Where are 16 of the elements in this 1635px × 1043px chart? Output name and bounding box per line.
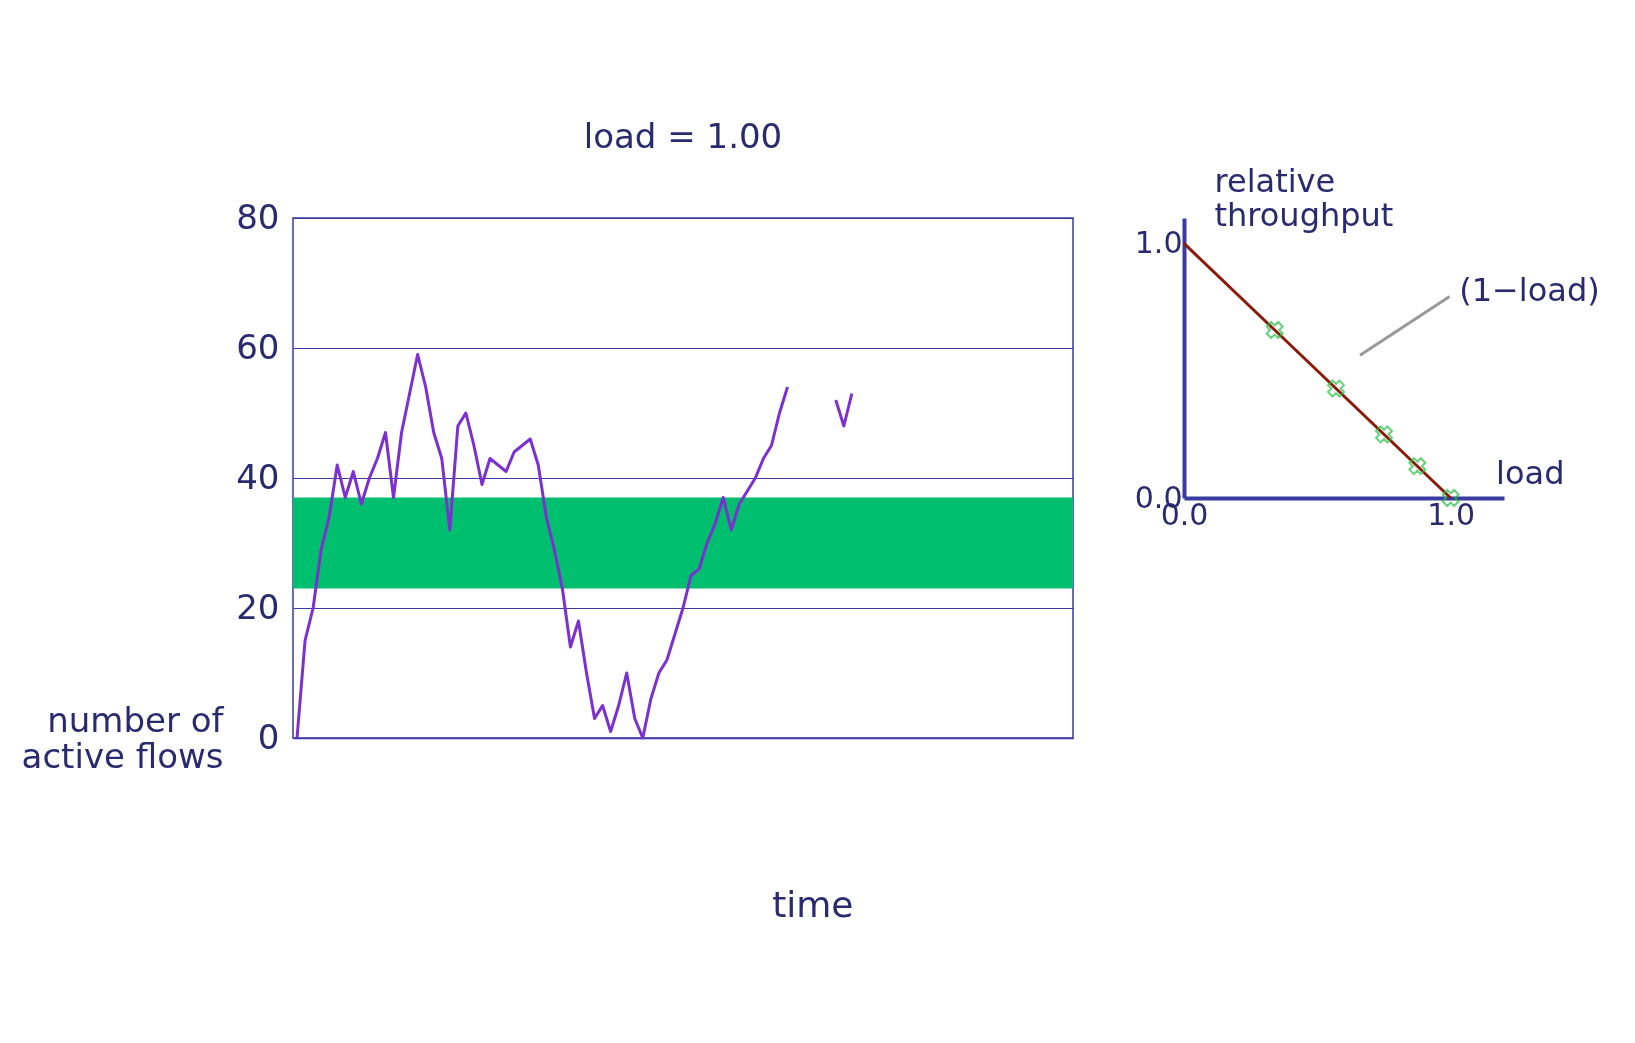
y-tick-label: 80 xyxy=(236,196,280,237)
y-axis-title: relative throughput xyxy=(1214,161,1394,234)
y-tick-label: 20 xyxy=(236,586,280,627)
point xyxy=(1375,425,1393,444)
point xyxy=(1327,379,1345,398)
y-axis-title: number of active flows xyxy=(21,699,225,776)
x-axis-title: time xyxy=(772,883,854,925)
point xyxy=(1408,457,1427,476)
annotation: (1−load) xyxy=(1459,270,1600,309)
point xyxy=(1265,321,1284,339)
y-tick-label: 60 xyxy=(236,326,280,367)
x-axis-title: load xyxy=(1496,453,1565,492)
line-series xyxy=(295,353,790,740)
text: load = 1.00 xyxy=(583,116,783,156)
y-tick-label: 0 xyxy=(257,716,280,757)
y-tick-label: 40 xyxy=(236,456,280,497)
